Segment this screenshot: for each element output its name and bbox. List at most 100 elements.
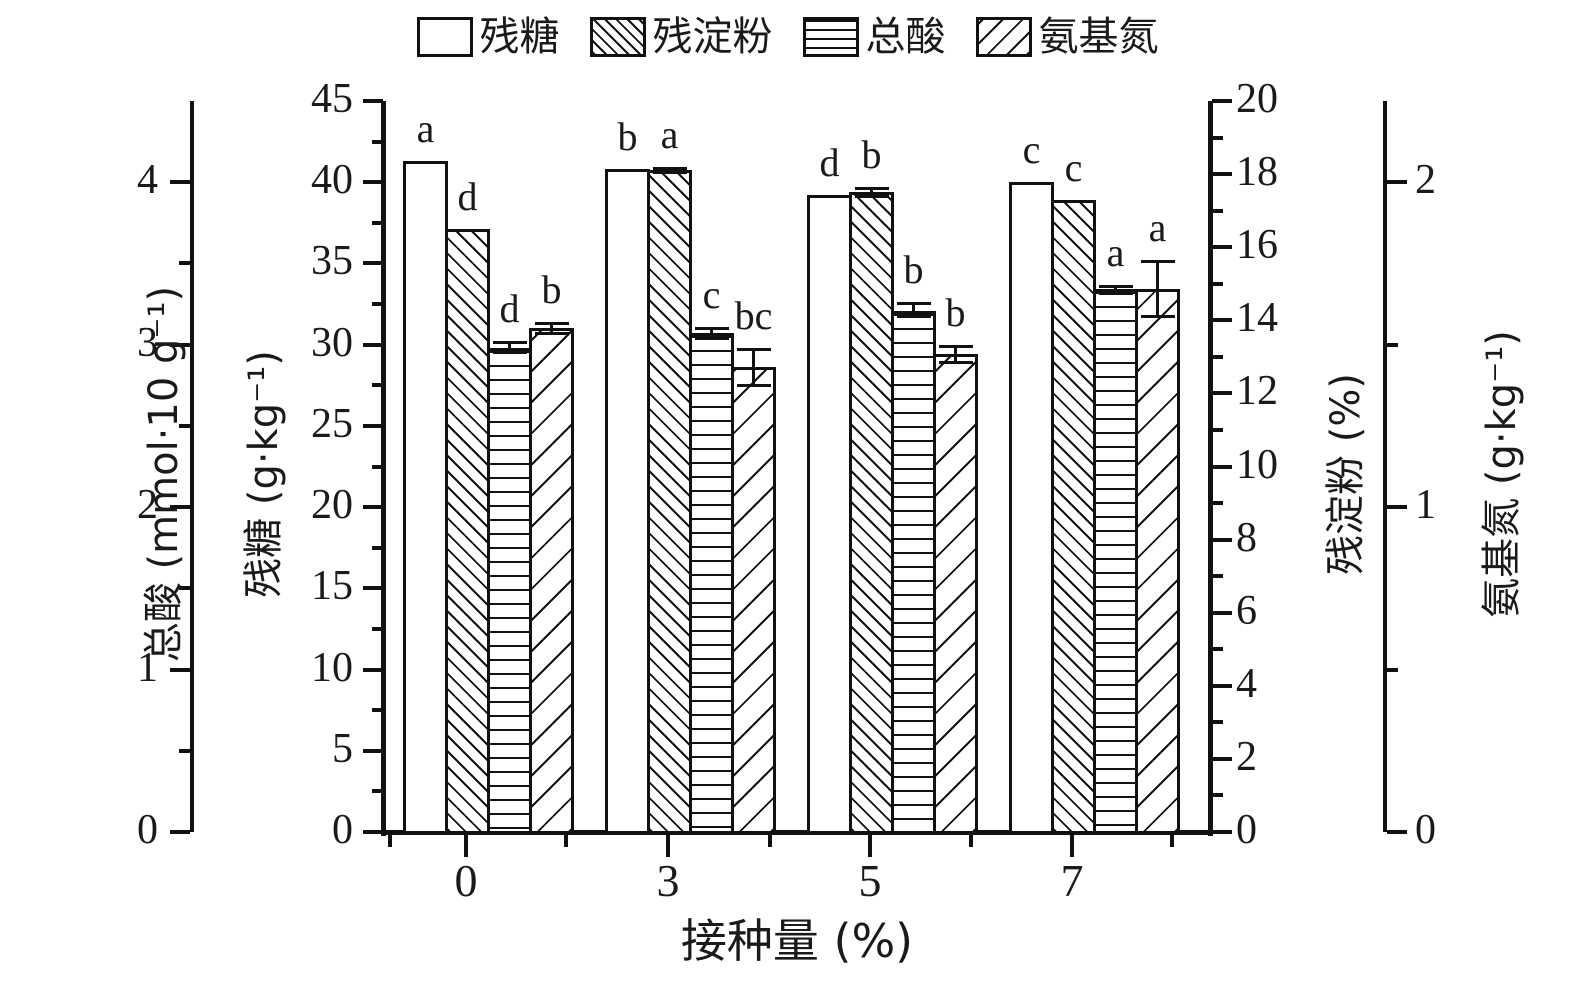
legend-swatch-horizontal-lines-icon — [802, 17, 859, 57]
error-bar-total-acid-group-5 — [896, 302, 931, 318]
legend-item-3: 氨基氮 — [975, 17, 1159, 57]
axis-major-tick — [1387, 830, 1407, 834]
bar-residual-starch-group-0[interactable] — [445, 229, 490, 834]
axis-major-tick — [363, 749, 383, 753]
axis-major-tick — [1387, 180, 1407, 184]
axis-minor-tick — [1212, 574, 1223, 578]
axis-x-major-tick — [464, 835, 468, 857]
axis-major-tick — [1212, 172, 1232, 176]
axis-tick-label: 10 — [311, 645, 353, 691]
bar-amino-nitrogen-group-0[interactable] — [529, 328, 574, 834]
axis-outer-left-line — [190, 101, 194, 832]
axis-x-tick-label: 7 — [1060, 855, 1084, 906]
error-bar-amino-nitrogen-group-3 — [736, 348, 771, 387]
axis-minor-tick — [179, 424, 190, 428]
axis-x-line — [381, 830, 1213, 835]
axis-tick-label: 10 — [1236, 442, 1278, 488]
axis-major-tick — [363, 830, 383, 834]
error-bar-total-acid-group-0 — [492, 341, 527, 354]
bar-residual-starch-group-7[interactable] — [1051, 200, 1096, 834]
axis-major-tick — [1212, 318, 1232, 322]
axis-minor-tick — [1212, 428, 1223, 432]
axis-tick-label: 35 — [311, 238, 353, 284]
error-bar-residual-starch-group-5 — [854, 187, 889, 198]
significance-label-total-acid-group-5: b — [903, 247, 924, 292]
axis-major-tick — [1212, 538, 1232, 542]
axis-major-tick — [363, 505, 383, 509]
axis-major-tick — [363, 586, 383, 590]
axis-major-tick — [1212, 245, 1232, 249]
error-bar-total-acid-group-7 — [1098, 285, 1133, 295]
legend-label-2: 总酸 — [865, 14, 946, 60]
axis-x-major-tick — [868, 835, 872, 857]
axis-minor-tick — [1212, 209, 1223, 213]
bar-amino-nitrogen-group-5[interactable] — [933, 354, 978, 834]
bar-residual-sugar-group-5[interactable] — [807, 195, 852, 834]
axis-tick-label: 25 — [311, 401, 353, 447]
axis-tick-label: 40 — [311, 157, 353, 203]
bar-total-acid-group-0[interactable] — [487, 348, 532, 834]
axis-tick-label: 20 — [311, 482, 353, 528]
axis-major-tick — [363, 343, 383, 347]
axis-tick-label: 2 — [137, 482, 158, 528]
axis-tick-label: 0 — [332, 807, 353, 853]
axis-x-major-tick — [666, 835, 670, 857]
significance-label-amino-nitrogen-group-7: a — [1148, 205, 1167, 250]
axis-minor-tick — [372, 465, 383, 469]
axis-minor-tick — [372, 627, 383, 631]
bar-amino-nitrogen-group-3[interactable] — [731, 367, 776, 834]
axis-inner-left-title: 残糖 (g·kg⁻¹) — [241, 350, 287, 598]
bar-total-acid-group-3[interactable] — [689, 333, 734, 834]
axis-minor-tick — [1212, 355, 1223, 359]
axis-minor-tick — [1212, 720, 1223, 724]
axis-minor-tick — [179, 586, 190, 590]
axis-minor-tick — [179, 261, 190, 265]
axis-tick-label: 3 — [137, 320, 158, 366]
legend-swatch-forward-hatch-icon — [589, 17, 646, 57]
bar-residual-sugar-group-3[interactable] — [605, 169, 650, 834]
axis-tick-label: 6 — [1236, 588, 1257, 634]
axis-tick-label: 4 — [1236, 661, 1257, 707]
axis-major-tick — [170, 180, 190, 184]
axis-tick-label: 45 — [311, 76, 353, 122]
axis-tick-label: 5 — [332, 726, 353, 772]
axis-major-tick — [1212, 611, 1232, 615]
bar-total-acid-group-5[interactable] — [891, 311, 936, 834]
significance-label-residual-starch-group-3: a — [660, 112, 679, 157]
axis-minor-tick — [1387, 668, 1398, 672]
axis-major-tick — [1212, 465, 1232, 469]
axis-major-tick — [363, 424, 383, 428]
significance-label-residual-sugar-group-3: b — [617, 114, 638, 159]
axis-tick-label: 2 — [1415, 157, 1436, 203]
axis-major-tick — [1212, 757, 1232, 761]
legend-item-1: 残淀粉 — [589, 17, 773, 57]
axis-major-tick — [170, 668, 190, 672]
bar-total-acid-group-7[interactable] — [1093, 289, 1138, 834]
bar-amino-nitrogen-group-7[interactable] — [1135, 289, 1180, 834]
axis-x-minor-tick — [564, 835, 568, 847]
bar-residual-sugar-group-0[interactable] — [403, 161, 448, 834]
axis-outer-right-line — [1383, 101, 1387, 832]
axis-major-tick — [170, 505, 190, 509]
axis-x-minor-tick — [388, 835, 392, 847]
axis-inner-left-line — [381, 101, 386, 836]
axis-major-tick — [1212, 684, 1232, 688]
axis-x-title: 接种量 (%) — [680, 914, 914, 968]
axis-tick-label: 30 — [311, 320, 353, 366]
axis-minor-tick — [372, 383, 383, 387]
axis-minor-tick — [1212, 647, 1223, 651]
error-bar-amino-nitrogen-group-7 — [1140, 260, 1175, 318]
error-bar-amino-nitrogen-group-5 — [938, 345, 973, 364]
axis-major-tick — [363, 180, 383, 184]
significance-label-residual-starch-group-0: d — [457, 174, 478, 219]
significance-label-total-acid-group-7: a — [1106, 230, 1125, 275]
legend-swatch-backward-hatch-icon — [975, 17, 1032, 57]
axis-major-tick — [363, 99, 383, 103]
axis-major-tick — [1212, 99, 1232, 103]
bar-residual-starch-group-3[interactable] — [647, 170, 692, 834]
significance-label-residual-starch-group-5: b — [861, 132, 882, 177]
bar-residual-sugar-group-7[interactable] — [1009, 182, 1054, 834]
axis-inner-right-line — [1208, 101, 1213, 836]
significance-label-amino-nitrogen-group-5: b — [945, 290, 966, 335]
